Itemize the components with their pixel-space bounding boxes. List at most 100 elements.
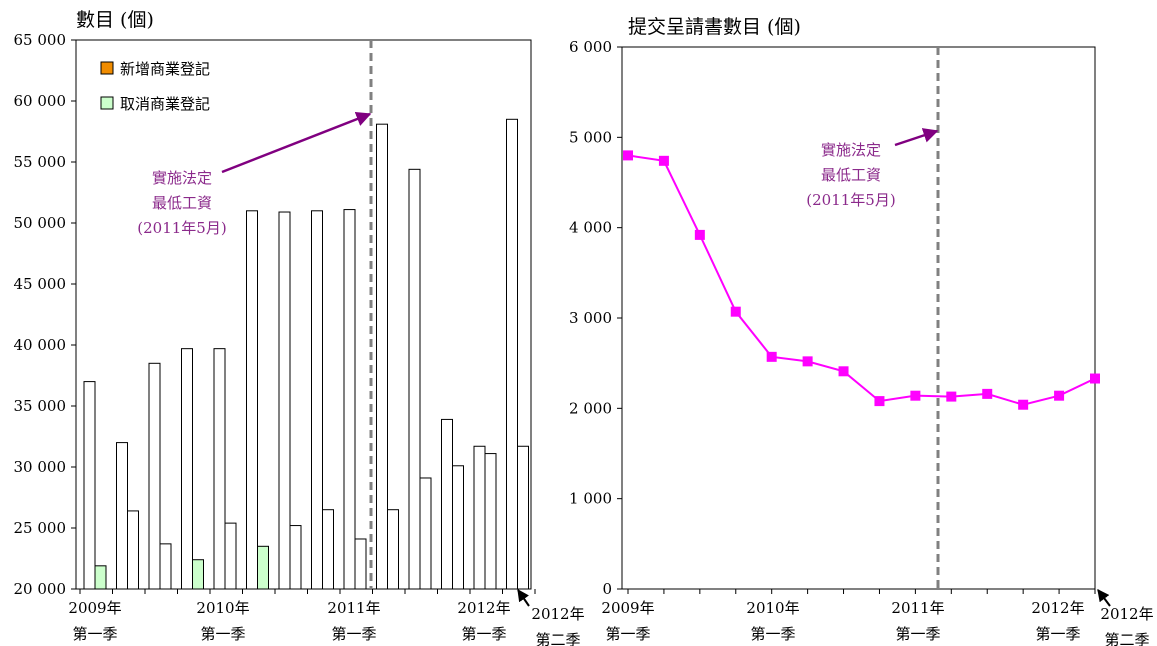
bar-annotation-line1: 實施法定 bbox=[152, 169, 212, 187]
line-annotation-line3: (2011年5月) bbox=[806, 191, 895, 209]
bar-cancelled-2010Q2 bbox=[257, 545, 269, 590]
bar-annotation-line3: (2011年5月) bbox=[137, 219, 226, 237]
line-y-tick-label: 0 bbox=[602, 580, 612, 598]
line-x-tick-year: 2011年 bbox=[891, 599, 944, 617]
line-point-2010Q1 bbox=[766, 351, 777, 362]
line-plot-frame bbox=[621, 46, 1096, 590]
line-x-tick-year: 2012年 bbox=[1100, 605, 1153, 623]
bar-cancelled-2011Q1 bbox=[354, 538, 367, 590]
line-point-2009Q3 bbox=[694, 229, 705, 240]
line-y-tick-label: 1 000 bbox=[569, 490, 612, 508]
line-x-tick-year: 2012年 bbox=[1031, 599, 1084, 617]
bar-y-tick-label: 45 000 bbox=[14, 275, 67, 293]
bar-annotation-arrow bbox=[221, 111, 372, 174]
line-x-tick-quarter: 第一季 bbox=[1035, 625, 1080, 643]
line-point-2010Q4 bbox=[874, 396, 885, 407]
bar-cancelled-2010Q3 bbox=[289, 525, 302, 590]
line-y-tick-label: 6 000 bbox=[569, 38, 612, 56]
bar-x-tick-quarter: 第二季 bbox=[535, 631, 580, 646]
bar-x-tick-year: 2010年 bbox=[196, 599, 249, 617]
bar-x-tick-quarter: 第一季 bbox=[72, 625, 117, 643]
bar-new-2010Q3 bbox=[278, 211, 291, 590]
line-x-tick-quarter: 第一季 bbox=[750, 625, 795, 643]
line-annotation-line2: 最低工資 bbox=[821, 166, 881, 184]
bar-y-tick-label: 60 000 bbox=[14, 92, 67, 110]
line-point-2011Q1 bbox=[910, 390, 921, 401]
bar-y-tick-label: 35 000 bbox=[14, 397, 67, 415]
bar-cancelled-2010Q1 bbox=[224, 522, 237, 590]
line-point-2010Q3 bbox=[838, 366, 849, 377]
bar-cancelled-2009Q1 bbox=[94, 565, 107, 590]
bar-y-axis-ticks: 20 000 25 000 30 000 35 000 40 000 45 000 50 0… bbox=[14, 31, 76, 598]
bar-new-2010Q4 bbox=[311, 210, 323, 590]
bar-annotation-line2: 最低工資 bbox=[152, 194, 212, 212]
line-x-tick-year: 2010年 bbox=[746, 599, 799, 617]
bar-cancelled-2012Q1 bbox=[484, 453, 497, 590]
bar-y-tick-label: 55 000 bbox=[14, 153, 67, 171]
bar-new-2011Q2 bbox=[376, 123, 388, 590]
bar-cancelled-2012Q2 bbox=[517, 445, 529, 590]
line-point-2011Q2 bbox=[946, 391, 957, 402]
bar-new-2011Q3 bbox=[408, 168, 421, 590]
line-chart: 提交呈請書數目 (個) 0 1 000 2 000 3 000 4 000 5 000 6 … bbox=[569, 16, 1154, 646]
bar-cancelled-2010Q4 bbox=[322, 509, 334, 590]
line-x-tick-quarter: 第一季 bbox=[605, 625, 650, 643]
bar-plot-frame bbox=[75, 39, 532, 590]
bar-new-2012Q1 bbox=[473, 445, 486, 590]
line-x-tick-year: 2009年 bbox=[601, 599, 654, 617]
bar-new-2011Q1 bbox=[343, 209, 356, 590]
bar-x-tick-year: 2011年 bbox=[327, 599, 380, 617]
line-y-tick-label: 5 000 bbox=[569, 128, 612, 146]
bar-x-tick-quarter: 第一季 bbox=[200, 625, 245, 643]
bar-y-tick-label: 40 000 bbox=[14, 336, 67, 354]
bar-cancelled-2009Q3 bbox=[159, 543, 172, 590]
line-annotation-arrow bbox=[894, 128, 939, 147]
bar-new-2009Q2 bbox=[116, 442, 128, 590]
bar-y-tick-label: 50 000 bbox=[14, 214, 67, 232]
bar-legend: 新增商業登記 取消商業登記 bbox=[100, 60, 210, 113]
bar-y-tick-label: 20 000 bbox=[14, 580, 67, 598]
line-point-2009Q4 bbox=[730, 306, 741, 317]
line-series-marks bbox=[623, 150, 1100, 410]
bar-y-tick-label: 30 000 bbox=[14, 458, 67, 476]
bar-cancelled-2011Q2 bbox=[387, 509, 399, 590]
line-point-2009Q2 bbox=[658, 155, 669, 166]
line-point-2011Q4 bbox=[1018, 399, 1029, 410]
line-x-tick-quarter: 第二季 bbox=[1104, 631, 1149, 646]
line-last-quarter-arrow bbox=[1097, 589, 1111, 607]
bar-chart-title: 數目 (個) bbox=[76, 9, 154, 31]
legend-swatch-new-registrations bbox=[100, 61, 114, 75]
bar-cancelled-2011Q3 bbox=[419, 477, 432, 590]
bar-cancelled-2009Q4 bbox=[192, 559, 204, 590]
bar-y-tick-label: 65 000 bbox=[14, 31, 67, 49]
bar-new-2010Q1 bbox=[213, 348, 226, 590]
line-x-tick-quarter: 第一季 bbox=[895, 625, 940, 643]
bar-series-marks bbox=[83, 118, 529, 590]
legend-label-cancelled-registrations: 取消商業登記 bbox=[120, 95, 210, 113]
bar-new-2009Q1 bbox=[83, 381, 96, 590]
bar-cancelled-2011Q4 bbox=[452, 465, 464, 590]
line-point-2012Q2 bbox=[1090, 373, 1100, 384]
bar-y-tick-label: 25 000 bbox=[14, 519, 67, 537]
bar-x-tick-year: 2012年 bbox=[457, 599, 510, 617]
bar-new-2009Q3 bbox=[148, 362, 161, 590]
line-point-2009Q1 bbox=[623, 150, 633, 161]
line-point-2010Q2 bbox=[802, 356, 813, 367]
line-y-tick-label: 2 000 bbox=[569, 399, 612, 417]
bar-new-2011Q4 bbox=[441, 418, 453, 590]
legend-label-new-registrations: 新增商業登記 bbox=[120, 60, 210, 78]
bar-new-2012Q2 bbox=[506, 118, 518, 590]
line-y-axis-ticks: 0 1 000 2 000 3 000 4 000 5 000 6 000 bbox=[569, 38, 622, 598]
legend-swatch-cancelled-registrations bbox=[100, 96, 114, 110]
bar-new-2010Q2 bbox=[246, 210, 258, 590]
bar-x-tick-year: 2009年 bbox=[68, 599, 121, 617]
bar-cancelled-2009Q2 bbox=[127, 510, 139, 590]
bar-new-2009Q4 bbox=[181, 348, 193, 590]
bar-chart: 數目 (個) 20 000 25 000 30 000 35 000 40 000 45 … bbox=[14, 9, 585, 646]
line-y-tick-label: 3 000 bbox=[569, 309, 612, 327]
line-y-tick-label: 4 000 bbox=[569, 219, 612, 237]
line-point-2012Q1 bbox=[1054, 390, 1065, 401]
line-series-path bbox=[627, 154, 1096, 406]
